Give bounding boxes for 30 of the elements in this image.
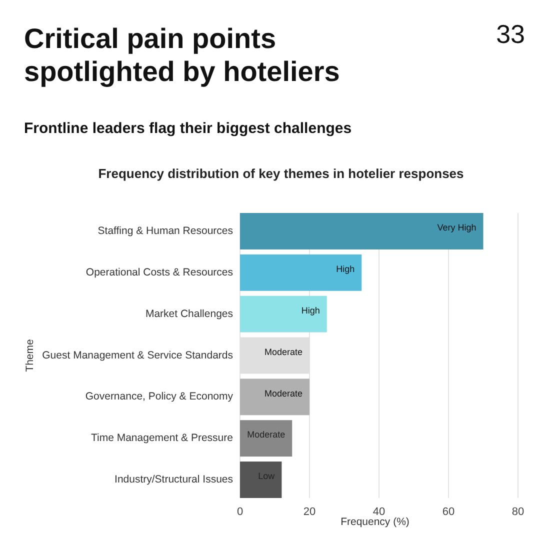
x-axis-title: Frequency (%) — [340, 516, 410, 528]
chart-title: Critical pain points spotlighted by hoteliers — [24, 23, 340, 87]
data-label: Moderate — [247, 430, 286, 440]
bar — [240, 254, 362, 291]
y-tick-label: Time Management & Pressure — [90, 432, 234, 444]
y-tick-label: Industry/Structural Issues — [114, 474, 233, 486]
x-tick-label: 60 — [442, 506, 455, 518]
bar — [240, 213, 484, 250]
bar — [240, 420, 292, 457]
data-label: High — [301, 305, 320, 316]
y-tick-label: Guest Management & Service Standards — [42, 349, 233, 362]
y-tick-label: Market Challenges — [145, 308, 233, 320]
bar — [240, 296, 327, 332]
bar — [240, 462, 282, 498]
y-tick-label: Governance, Policy & Economy — [85, 390, 234, 403]
data-label: High — [336, 264, 355, 274]
x-tick-label: 40 — [372, 506, 386, 518]
y-axis-title: Theme — [24, 339, 36, 372]
x-tick-label: 20 — [303, 506, 316, 518]
chart-subtitle: Frontline leaders flag their biggest challenges — [24, 120, 352, 137]
x-tick-label: 80 — [512, 506, 524, 518]
bar — [240, 378, 310, 416]
x-tick-label: 0 — [236, 506, 244, 518]
text: 33 — [496, 19, 525, 49]
y-tick-label: Staffing & Human Resources — [98, 225, 233, 238]
y-tick-label: Operational Costs & Resources — [86, 266, 233, 278]
data-label: Very High — [437, 222, 476, 233]
text: Frequency distribution of key themes in hotelier responses — [98, 166, 464, 181]
data-label: Moderate — [264, 388, 302, 398]
data-label: Moderate — [264, 346, 302, 357]
